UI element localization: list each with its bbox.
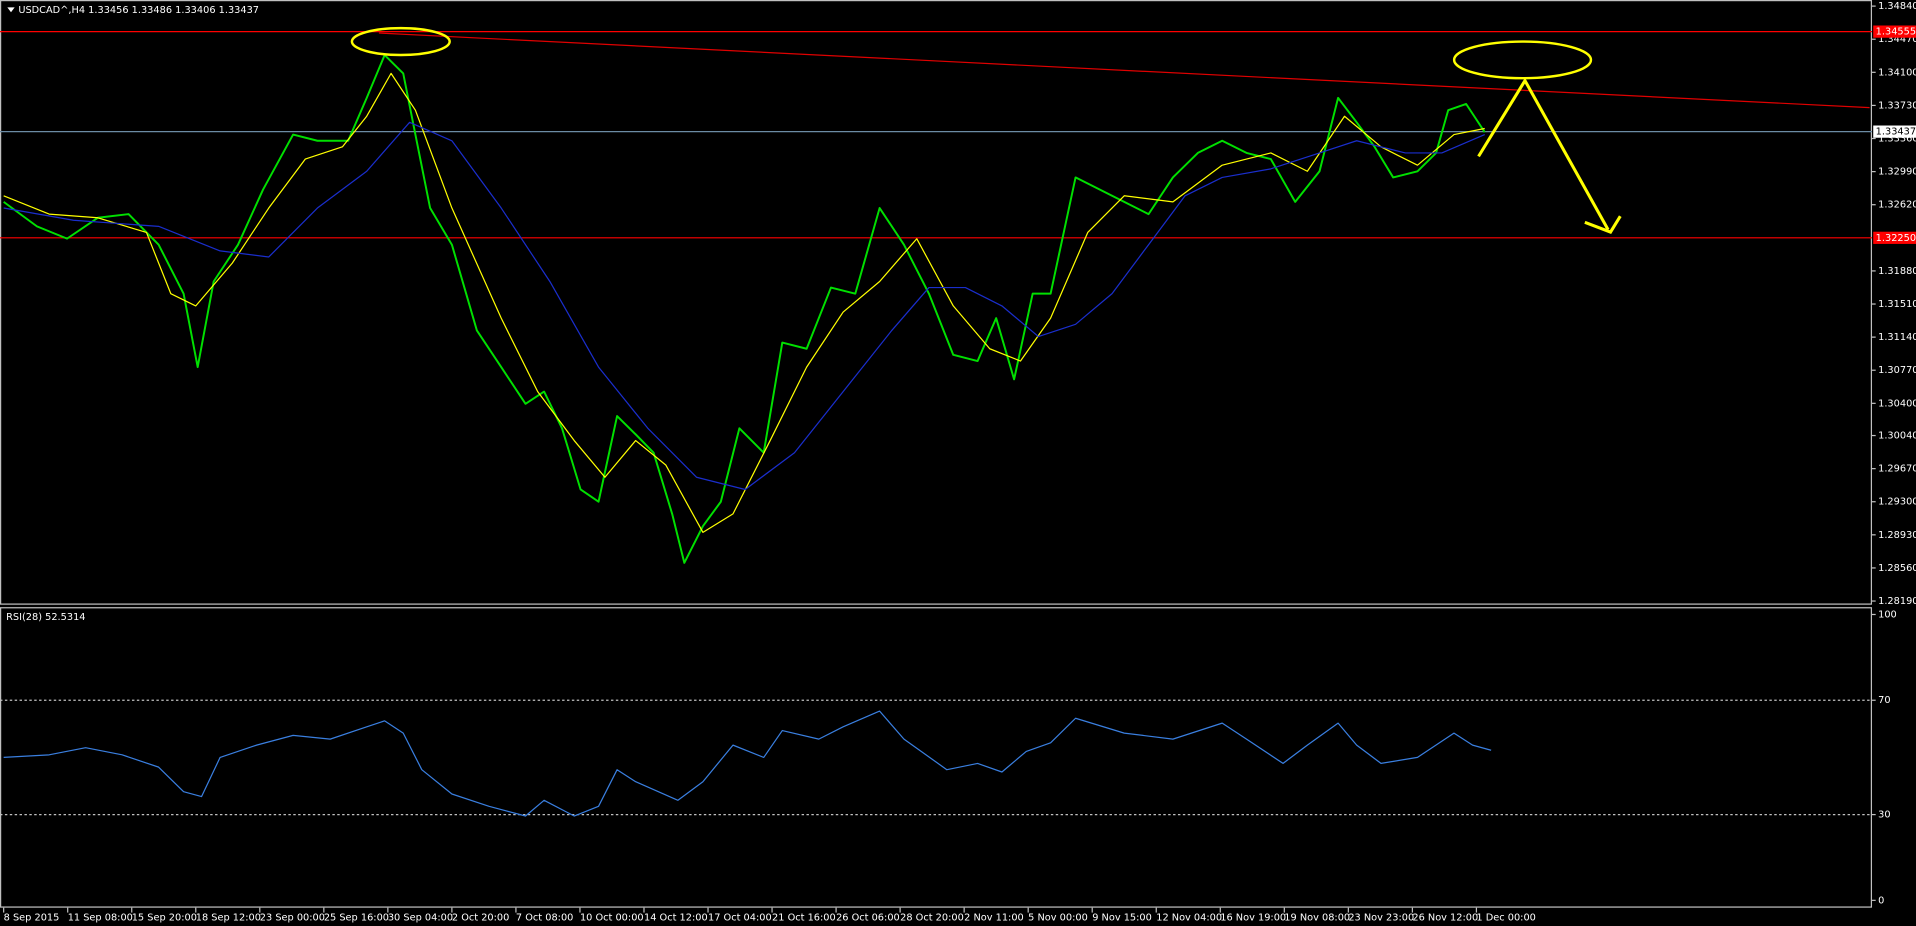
y-tick-label: 100 [1878, 609, 1897, 620]
menu-arrow[interactable] [7, 7, 15, 13]
y-tick-label: 1.33730 [1878, 100, 1916, 111]
ellipse-marker [350, 26, 451, 57]
x-tick-label: 19 Nov 08:00 [1284, 912, 1350, 923]
y-tick-label: 1.29300 [1878, 497, 1916, 508]
y-tick-label: 1.30040 [1878, 431, 1916, 442]
rsi-panel-frame [0, 607, 1873, 908]
x-tick-label: 5 Nov 00:00 [1028, 912, 1088, 923]
x-tick-label: 23 Nov 23:00 [1348, 912, 1414, 923]
trend-line [378, 32, 1870, 109]
price-level-tag [1873, 125, 1916, 138]
series-line [3, 121, 1485, 491]
price-level-tag [1873, 25, 1916, 38]
x-tick-label: 1 Dec 00:00 [1476, 912, 1535, 923]
x-tick-label: 28 Oct 20:00 [900, 912, 964, 923]
x-tick-label: 26 Oct 06:00 [836, 912, 900, 923]
x-tick-label: 26 Nov 12:00 [1412, 912, 1478, 923]
y-tick-label: 1.34840 [1878, 1, 1916, 12]
x-tick-label: 21 Oct 16:00 [772, 912, 836, 923]
chart-title: USDCAD^,H4 1.33456 1.33486 1.33406 1.334… [18, 5, 259, 16]
price-level-label: 1.32250 [1876, 233, 1916, 244]
x-tick-label: 17 Oct 04:00 [708, 912, 772, 923]
x-tick-label: 25 Sep 16:00 [324, 912, 389, 923]
series-line [3, 54, 1486, 564]
rsi-title: RSI(28) 52.5314 [6, 612, 85, 623]
y-tick-label: 1.28560 [1878, 563, 1916, 574]
price-level-label: 1.34555 [1876, 27, 1916, 38]
x-tick-label: 12 Nov 04:00 [1156, 912, 1222, 923]
y-tick-label: 1.33360 [1878, 134, 1916, 145]
price-level-label: 1.33437 [1876, 127, 1916, 138]
y-tick-label: 1.28930 [1878, 530, 1916, 541]
x-tick-label: 10 Oct 00:00 [580, 912, 644, 923]
x-tick-label: 2 Nov 11:00 [964, 912, 1024, 923]
y-tick-label: 1.31880 [1878, 266, 1916, 277]
y-tick-label: 1.34470 [1878, 34, 1916, 45]
price-level-tag [1873, 231, 1916, 244]
y-tick-label: 1.30770 [1878, 365, 1916, 376]
y-tick-label: 1.32620 [1878, 200, 1916, 211]
x-tick-label: 15 Sep 20:00 [132, 912, 197, 923]
y-tick-label: 1.31510 [1878, 299, 1916, 310]
y-tick-label: 70 [1878, 695, 1890, 706]
y-tick-label: 0 [1878, 895, 1884, 906]
arrow-head [1584, 215, 1622, 234]
y-tick-label: 1.30400 [1878, 398, 1916, 409]
x-tick-label: 11 Sep 08:00 [68, 912, 133, 923]
y-tick-label: 1.34100 [1878, 67, 1916, 78]
y-tick-label: 1.31140 [1878, 332, 1916, 343]
series-line [3, 72, 1485, 533]
price-panel-frame [0, 0, 1873, 605]
annotations [350, 26, 1622, 234]
x-tick-label: 9 Nov 15:00 [1092, 912, 1152, 923]
x-tick-label: 23 Sep 00:00 [260, 912, 325, 923]
y-tick-label: 1.28190 [1878, 596, 1916, 607]
x-tick-label: 7 Oct 08:00 [516, 912, 573, 923]
series-line [3, 710, 1492, 817]
y-tick-label: 30 [1878, 810, 1890, 821]
x-tick-label: 18 Sep 12:00 [196, 912, 261, 923]
y-tick-label: 1.32990 [1878, 167, 1916, 178]
x-tick-label: 16 Nov 19:00 [1220, 912, 1286, 923]
y-tick-label: 1.29670 [1878, 464, 1916, 475]
forecast-arrow [1477, 77, 1610, 231]
x-tick-label: 2 Oct 20:00 [452, 912, 509, 923]
ellipse-marker [1452, 40, 1593, 80]
x-tick-label: 14 Oct 12:00 [644, 912, 708, 923]
x-tick-label: 8 Sep 2015 [4, 912, 60, 923]
x-tick-label: 30 Sep 04:00 [388, 912, 453, 923]
